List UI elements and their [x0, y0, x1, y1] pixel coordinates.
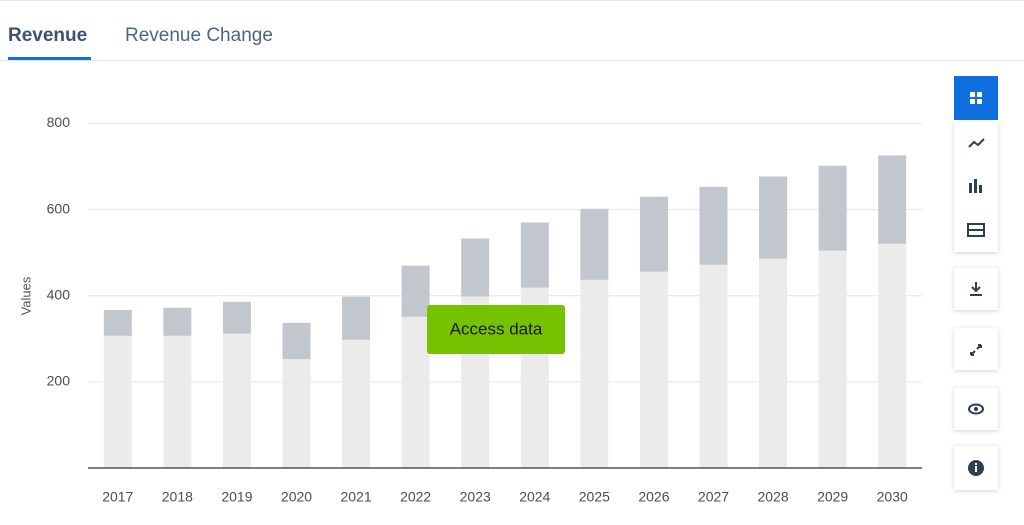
bar-segment — [520, 222, 549, 288]
x-tick-label: 2019 — [221, 489, 252, 505]
bar-segment — [461, 238, 490, 297]
access-data-button[interactable]: Access data — [427, 305, 565, 354]
icon — [969, 183, 972, 193]
toolbar — [954, 76, 998, 490]
bar-segment — [818, 165, 847, 251]
x-tick-label: 2027 — [698, 489, 729, 505]
bar-segment — [282, 359, 311, 468]
icon — [970, 282, 982, 296]
bar-segment — [580, 279, 609, 468]
bar-segment — [401, 265, 430, 317]
bar-segment — [818, 250, 847, 468]
icon — [977, 99, 982, 104]
x-tick-label: 2028 — [757, 489, 788, 505]
button-bg[interactable] — [427, 305, 565, 354]
button-label[interactable]: Access data — [450, 319, 543, 338]
x-tick-label: 2022 — [400, 489, 431, 505]
icon — [968, 403, 984, 415]
x-tick-label: 2026 — [638, 489, 669, 505]
tool-button[interactable] — [954, 328, 998, 370]
bar-segment — [401, 316, 430, 468]
bar-segment — [163, 335, 192, 468]
y-axis-label: Values — [18, 276, 33, 315]
x-tick-label: 2020 — [281, 489, 312, 505]
icon — [970, 92, 975, 97]
bar-segment — [342, 296, 371, 340]
bar-segment — [103, 309, 132, 336]
x-tick-label: 2021 — [340, 489, 371, 505]
icon — [974, 407, 978, 411]
tab-active[interactable]: Revenue — [8, 25, 87, 46]
icon — [975, 466, 977, 472]
x-tick-label: 2025 — [579, 489, 610, 505]
bar-segment — [699, 186, 728, 265]
bar-segment — [759, 176, 788, 259]
y-tick-label: 200 — [47, 373, 71, 389]
x-tick-label: 2024 — [519, 489, 550, 505]
plot: 200 400 600 800 2017 2018 2019 2020 2021 2022 2023… — [47, 114, 922, 505]
tab-underline — [8, 57, 91, 60]
y-tick-label: 600 — [47, 200, 71, 216]
icon — [970, 99, 975, 104]
bar-segment — [282, 322, 311, 360]
bar-segment — [699, 264, 728, 468]
icon — [968, 138, 985, 148]
bar-segment — [163, 307, 192, 336]
x-tick-label: 2017 — [102, 489, 133, 505]
x-tick-label: 2030 — [877, 489, 908, 505]
icon — [970, 344, 982, 356]
tab[interactable]: Revenue Change — [125, 25, 273, 46]
bar-segment — [222, 333, 251, 468]
icon — [975, 463, 977, 465]
icon — [979, 185, 982, 193]
bar-segment — [103, 335, 132, 468]
x-tick-label: 2018 — [162, 489, 193, 505]
y-tick-label: 400 — [47, 286, 71, 302]
bar-segment — [878, 243, 907, 468]
bar-segment — [580, 208, 609, 280]
icon — [977, 92, 982, 97]
bar-segment — [222, 301, 251, 334]
y-tick-label: 800 — [47, 114, 71, 130]
x-tick-label: 2029 — [817, 489, 848, 505]
bar-segment — [759, 258, 788, 468]
bar-segment — [639, 196, 668, 272]
bar-segment — [639, 271, 668, 468]
bar-segment — [878, 155, 907, 244]
icon — [974, 179, 977, 193]
x-tick-label: 2023 — [460, 489, 491, 505]
tool-button-active[interactable] — [954, 76, 998, 120]
bar-segment — [342, 339, 371, 468]
